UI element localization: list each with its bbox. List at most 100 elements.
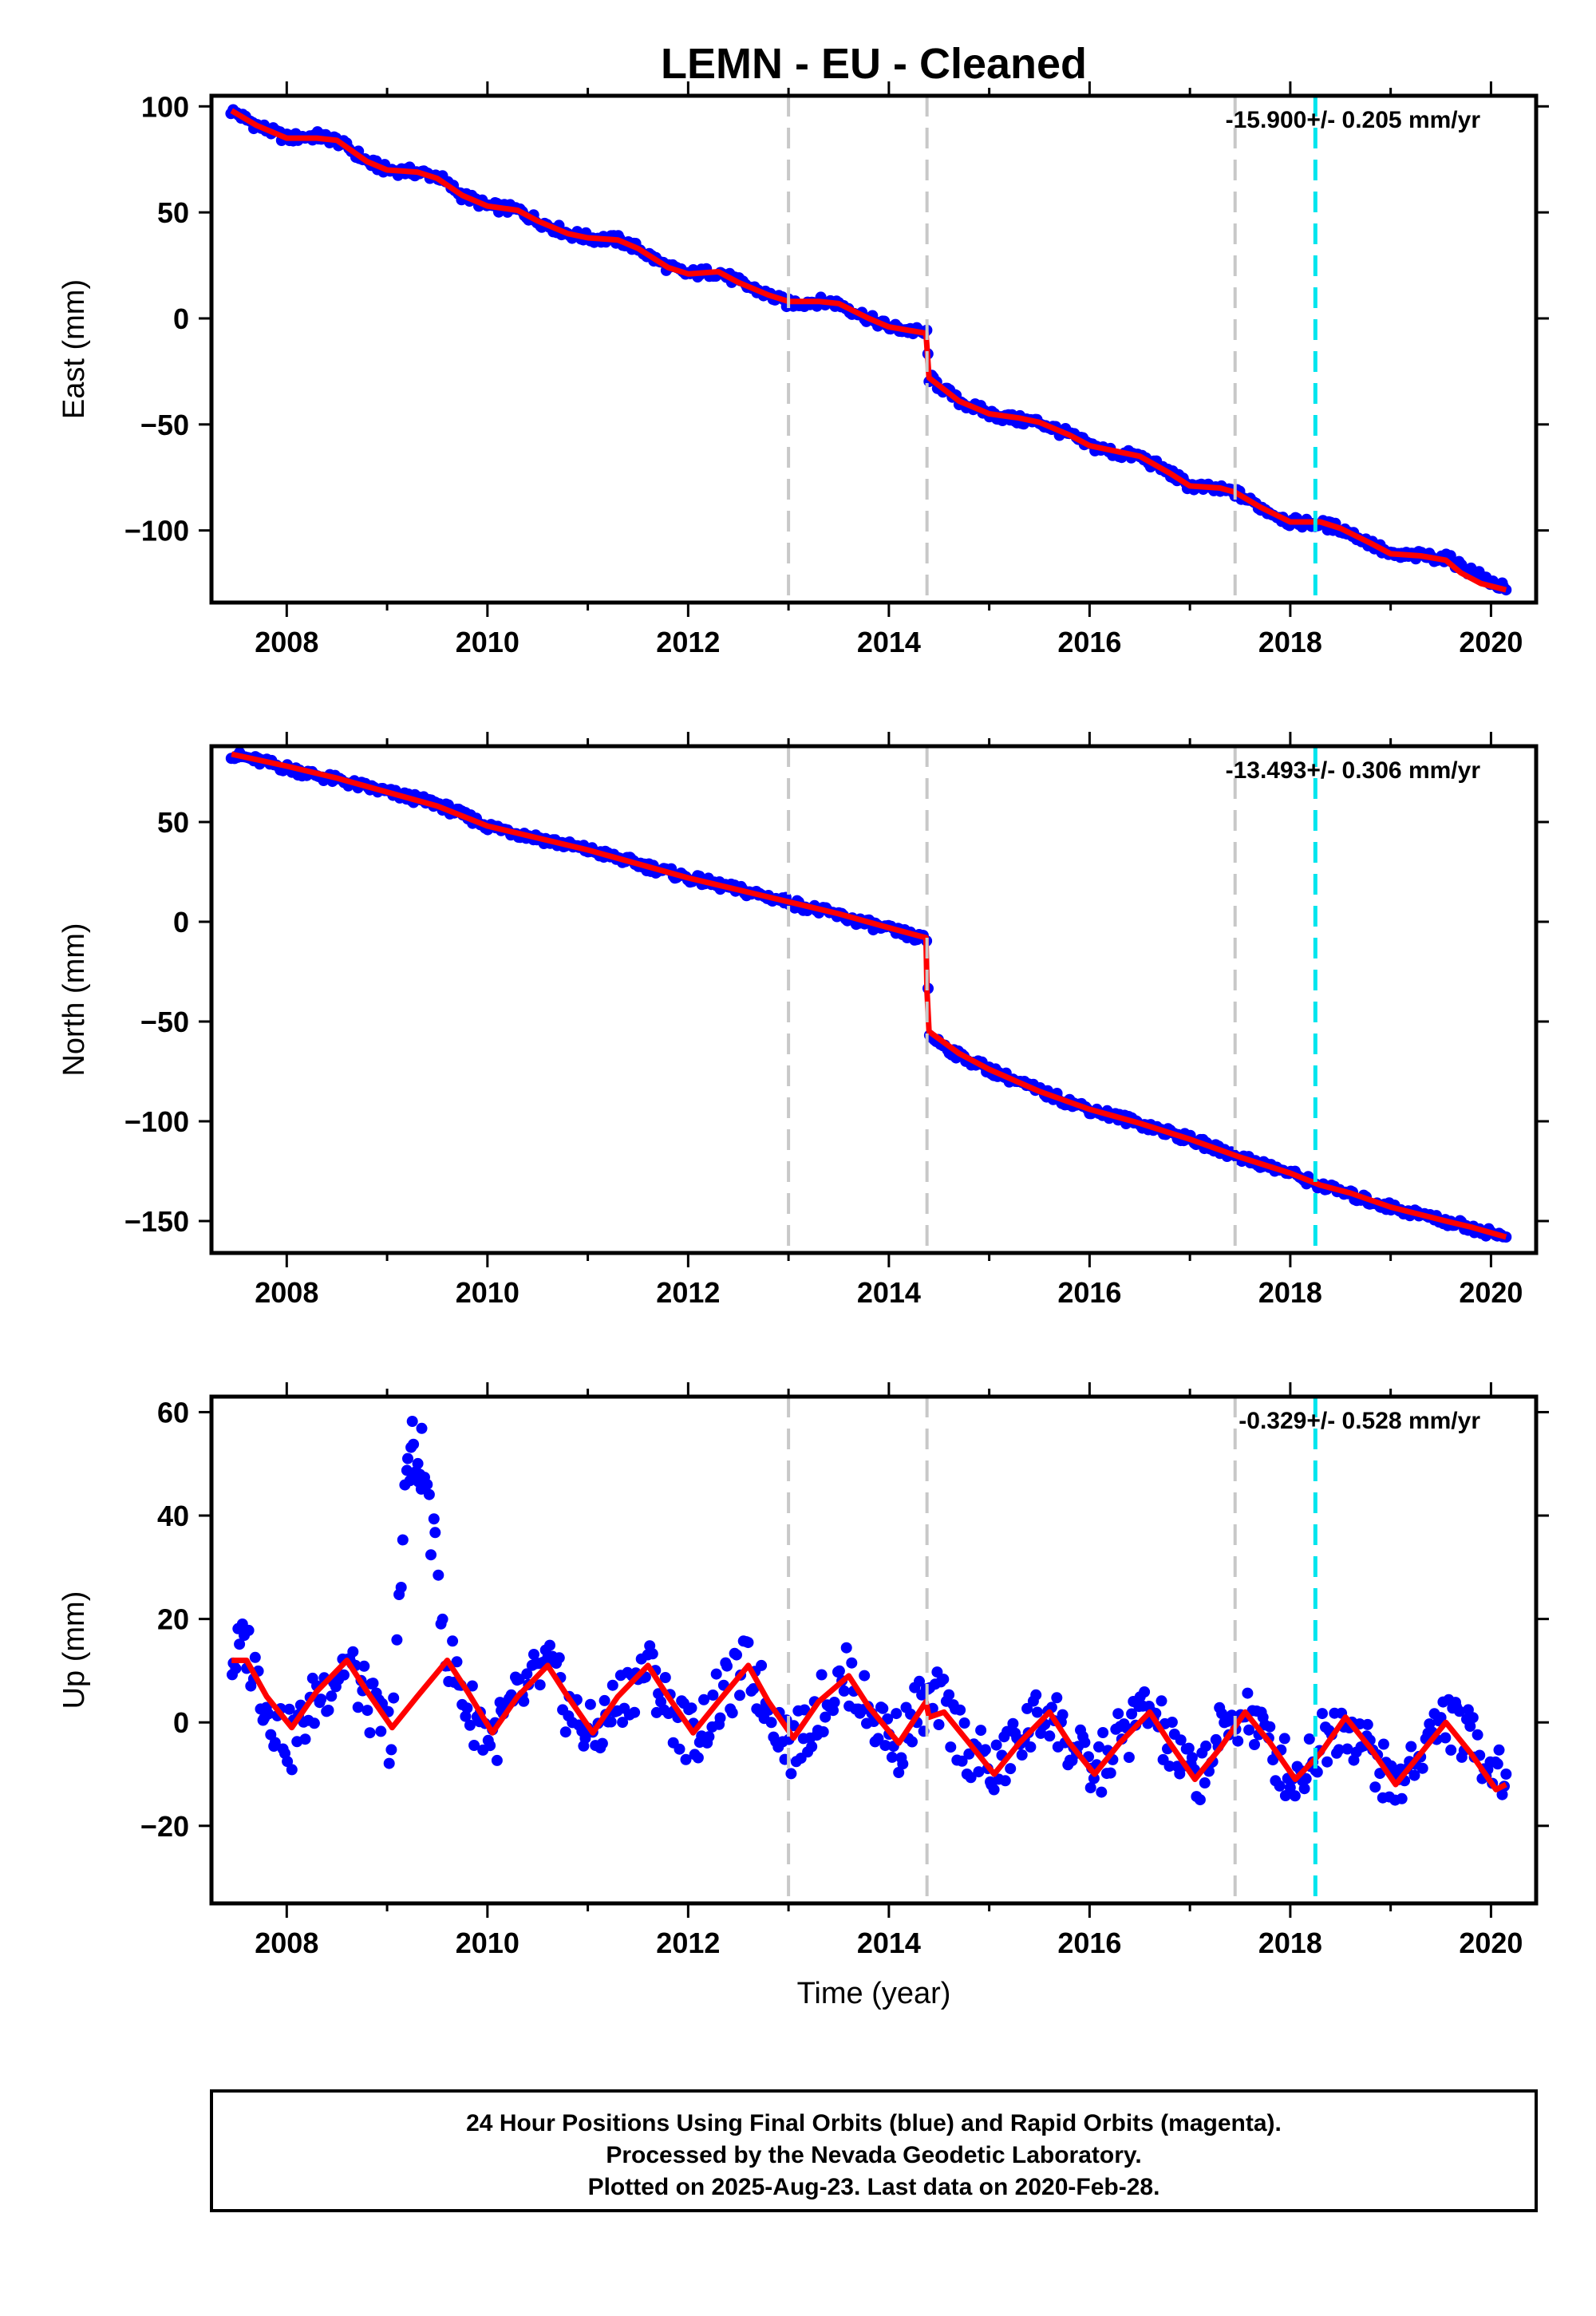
observation-point <box>965 1772 977 1784</box>
panels: 2008 2010 2012 2014 2016 2018 2020100500−50−10… <box>57 81 1549 2010</box>
observation-point <box>364 1727 376 1739</box>
observation-point <box>1303 1733 1315 1745</box>
observation-point <box>484 1740 496 1752</box>
observation-point <box>1361 1718 1373 1730</box>
x-tick-label: 2010 <box>456 1927 519 1959</box>
observation-point <box>1139 1686 1151 1697</box>
observation-point <box>1464 1721 1476 1732</box>
observation-point <box>460 1710 472 1722</box>
observation-point <box>466 1680 478 1692</box>
y-tick-label: 60 <box>157 1396 189 1429</box>
observation-point <box>1435 1712 1447 1724</box>
observation-point <box>956 1755 968 1767</box>
observation-point <box>721 1660 733 1672</box>
rate-label: -13.493+/- 0.306 mm/yr <box>1226 757 1481 784</box>
observation-point <box>879 1740 891 1752</box>
observation-point <box>1264 1721 1276 1733</box>
observation-point <box>367 1678 379 1690</box>
x-tick-label: 2016 <box>1057 1276 1121 1309</box>
observation-point <box>748 1683 760 1694</box>
observation-point <box>1216 1708 1228 1720</box>
observation-point <box>765 1717 777 1729</box>
observation-point <box>714 1712 726 1724</box>
observation-point <box>726 1707 738 1719</box>
observation-point <box>559 1726 571 1738</box>
x-tick-label: 2020 <box>1459 1927 1523 1959</box>
x-tick-label: 2012 <box>656 626 720 658</box>
x-tick-label: 2018 <box>1258 1927 1322 1959</box>
panel-east: 2008 2010 2012 2014 2016 2018 2020 100 50 0 −50 −10… <box>57 81 1549 658</box>
observation-point <box>646 1648 658 1660</box>
observation-point <box>286 1764 298 1776</box>
observation-point <box>408 1438 420 1450</box>
observation-point <box>938 1674 950 1686</box>
model-curve <box>231 1658 1507 1792</box>
observation-point <box>846 1657 858 1669</box>
observation-point <box>1341 1743 1353 1755</box>
observation-point <box>269 1737 281 1749</box>
observation-point <box>579 1733 591 1745</box>
observation-point <box>391 1634 403 1646</box>
observation-point <box>893 1767 905 1778</box>
observation-point <box>1007 1717 1019 1729</box>
observation-point <box>1284 1782 1296 1793</box>
observation-point <box>1096 1786 1108 1798</box>
observation-point <box>1274 1780 1286 1792</box>
observation-point <box>685 1702 697 1714</box>
observation-point <box>1200 1740 1212 1752</box>
x-ticks <box>285 81 1492 617</box>
observation-point <box>943 1689 955 1701</box>
observation-point <box>1104 1767 1116 1779</box>
observation-point <box>734 1690 745 1701</box>
observation-point <box>230 1662 242 1674</box>
observation-point <box>249 1651 261 1663</box>
model-curve <box>231 751 1507 1240</box>
observation-point <box>931 1666 943 1678</box>
observation-point <box>891 1708 903 1720</box>
observation-point <box>322 1705 334 1716</box>
x-tick-label: 2010 <box>456 1276 519 1309</box>
y-ticks <box>199 1410 1549 1828</box>
plot-frame <box>209 744 1539 1255</box>
observation-point <box>1186 1752 1198 1764</box>
observation-point <box>1278 1733 1290 1745</box>
y-tick-label: −100 <box>124 1105 189 1138</box>
observation-point <box>954 1704 966 1716</box>
observation-point <box>534 1679 546 1691</box>
observation-point <box>416 1422 428 1434</box>
rate-label: -0.329+/- 0.528 mm/yr <box>1238 1408 1480 1434</box>
observation-point <box>352 1701 364 1713</box>
observation-point <box>1472 1729 1483 1741</box>
observation-point <box>1369 1781 1381 1793</box>
observation-point <box>598 1694 610 1706</box>
observation-point <box>820 1711 832 1723</box>
observation-point <box>674 1743 685 1755</box>
observation-point <box>963 1748 975 1760</box>
observation-point <box>1126 1708 1138 1720</box>
observation-point <box>447 1635 459 1647</box>
x-tick-label: 2008 <box>255 626 318 658</box>
observation-point <box>388 1692 400 1704</box>
observation-point <box>461 1702 473 1714</box>
observation-point <box>1496 1788 1508 1800</box>
observation-point <box>1311 1766 1323 1778</box>
figure-title: LEMN - EU - Cleaned <box>661 40 1087 88</box>
observation-point <box>945 1741 957 1753</box>
observation-point <box>243 1624 255 1636</box>
y-tick-label: 0 <box>173 302 189 335</box>
observation-points <box>225 747 1512 1243</box>
observation-point <box>680 1753 692 1765</box>
observation-point <box>659 1672 671 1683</box>
y-tick-label: −150 <box>124 1205 189 1238</box>
x-ticks <box>285 732 1492 1267</box>
observation-point <box>375 1725 387 1737</box>
observation-point <box>872 1733 884 1745</box>
observation-point <box>544 1639 555 1651</box>
observation-point <box>1123 1752 1135 1763</box>
observation-point <box>1199 1777 1211 1788</box>
plot-area <box>225 746 1512 1253</box>
observation-point <box>299 1733 311 1745</box>
plot-area <box>227 1397 1512 1903</box>
observation-point <box>1408 1769 1420 1781</box>
observation-point <box>1445 1744 1457 1756</box>
